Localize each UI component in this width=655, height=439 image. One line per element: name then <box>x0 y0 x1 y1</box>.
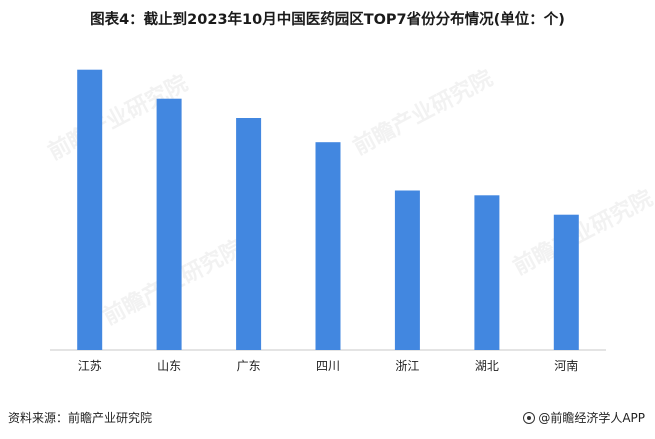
x-tick-label: 河南 <box>554 358 578 373</box>
footer-brand-text: @前瞻经济学人APP <box>538 411 645 425</box>
bar-湖北 <box>474 195 500 350</box>
x-tick-label: 四川 <box>316 359 340 373</box>
bar-四川 <box>315 142 341 350</box>
source-label: 资料来源：前瞻产业研究院 <box>8 411 153 425</box>
x-tick-label: 山东 <box>157 359 181 373</box>
bar-广东 <box>236 118 262 350</box>
bar-山东 <box>156 98 182 350</box>
x-tick-label: 江苏 <box>78 359 102 373</box>
bar-河南 <box>553 214 579 350</box>
x-tick-label: 浙江 <box>395 359 419 373</box>
chart-title: 图表4：截止到2023年10月中国医药园区TOP7省份分布情况(单位：个) <box>90 12 565 28</box>
bar-浙江 <box>394 190 420 350</box>
brand-logo-icon <box>523 411 536 424</box>
x-tick-label: 广东 <box>237 359 261 373</box>
x-tick-label: 湖北 <box>475 358 499 373</box>
bar-江苏 <box>77 69 103 350</box>
footer-brand: @前瞻经济学人APP <box>523 409 645 426</box>
